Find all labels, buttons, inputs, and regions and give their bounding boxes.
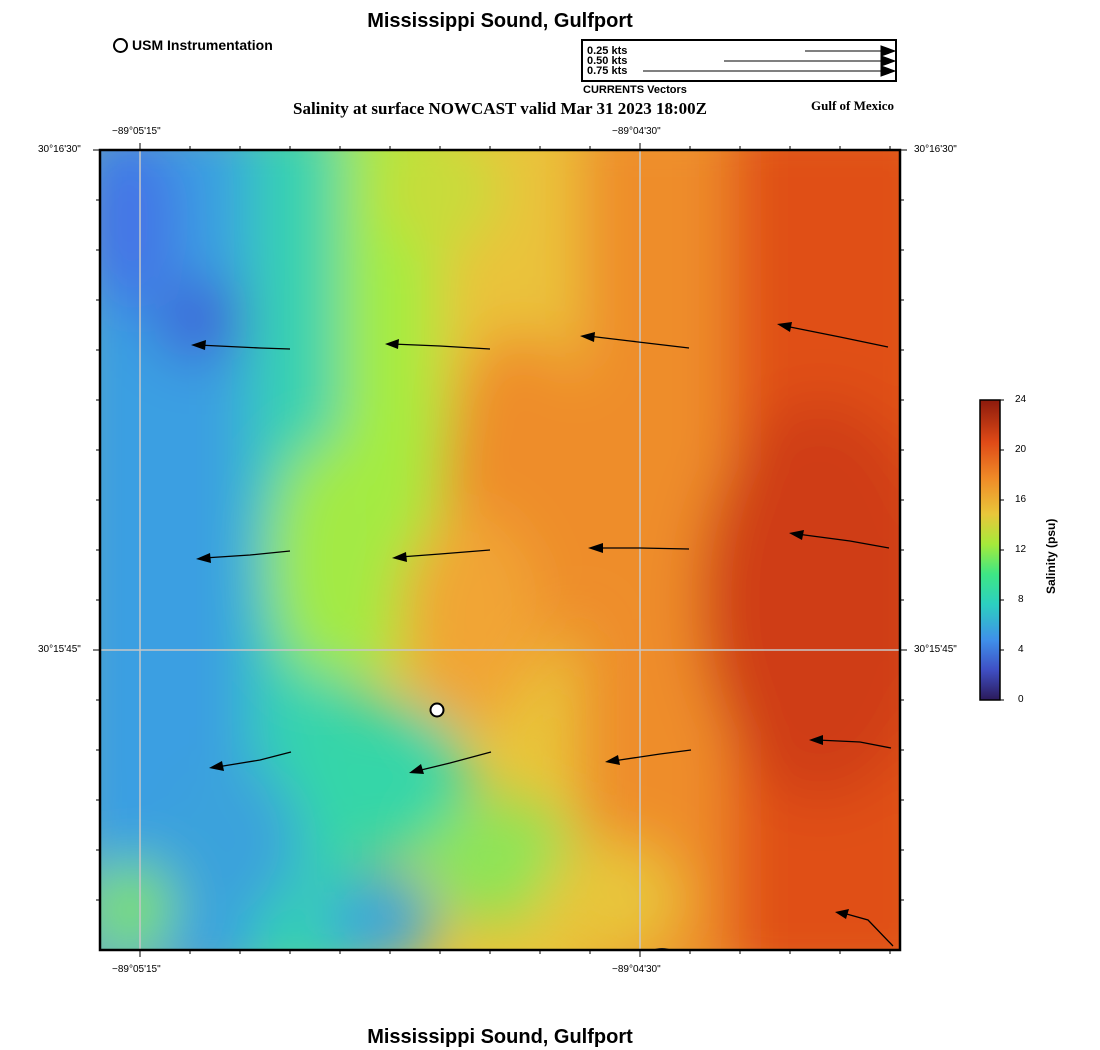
current-vector	[203, 550, 291, 559]
lon-label-top-2: −89°04'30"	[612, 126, 661, 137]
current-vector-heads	[191, 322, 849, 919]
current-vector	[416, 751, 492, 772]
current-vector	[612, 749, 692, 762]
current-vector	[587, 335, 690, 349]
lon-label-top-1: −89°05'15"	[112, 126, 161, 137]
colorbar-tick-8: 8	[1018, 594, 1024, 605]
current-vector	[784, 325, 889, 348]
vector-scale-arrows	[643, 45, 895, 77]
current-vector-head	[209, 761, 224, 771]
colorbar-tick-4: 4	[1018, 644, 1024, 655]
vector-scale-label-3: 0.75 kts	[587, 65, 628, 77]
current-vector-head	[191, 340, 206, 350]
current-vector	[197, 344, 291, 350]
colorbar-tick-24: 24	[1015, 394, 1027, 405]
current-vector-head	[580, 332, 595, 342]
graticule	[100, 150, 900, 950]
vector-scale-arrowhead-2	[880, 55, 895, 67]
current-vector-head	[392, 552, 407, 562]
lat-label-left-2: 30°15'45"	[38, 644, 81, 655]
colorbar-title: Salinity (psu)	[1044, 518, 1058, 594]
map-title: Mississippi Sound, Gulfport	[367, 10, 633, 32]
current-vector	[842, 912, 894, 947]
current-vector	[816, 739, 892, 749]
colorbar-tick-12: 12	[1015, 544, 1027, 555]
lat-label-right-2: 30°15'45"	[914, 644, 957, 655]
current-vector	[399, 549, 491, 558]
colorbar	[979, 399, 1004, 701]
usm-station-marker[interactable]	[429, 702, 445, 718]
colorbar-gradient	[979, 399, 1001, 701]
current-vector-head	[385, 339, 399, 349]
current-vector	[391, 343, 491, 350]
vector-scale-label-1: 0.25 kts	[587, 45, 628, 57]
current-vector	[216, 751, 292, 768]
lat-label-right-1: 30°16'30"	[914, 144, 957, 155]
current-vector-head	[809, 735, 823, 745]
lon-label-bottom-1: −89°05'15"	[112, 964, 161, 975]
frame-ticks	[93, 143, 907, 957]
current-vector	[596, 547, 690, 550]
vector-scale-arrowhead-1	[880, 45, 895, 57]
colorbar-tick-0: 0	[1018, 694, 1024, 705]
current-vector-head	[777, 322, 792, 332]
lat-label-left-1: 30°16'30"	[38, 144, 81, 155]
instrument-circle-icon	[113, 37, 128, 53]
current-vector-head	[835, 909, 849, 919]
map-subtitle: Salinity at surface NOWCAST valid Mar 31…	[293, 99, 707, 118]
region-label: Gulf of Mexico	[811, 98, 895, 113]
current-vector-head	[196, 553, 211, 563]
salinity-field	[100, 150, 900, 950]
vector-scale-arrowhead-3	[880, 65, 895, 77]
current-vectors	[197, 325, 894, 947]
lon-label-bottom-2: −89°04'30"	[612, 964, 661, 975]
current-vector-head	[588, 543, 603, 553]
map-footer-title: Mississippi Sound, Gulfport	[367, 1026, 633, 1048]
vector-scale-box: 0.25 kts 0.50 kts 0.75 kts	[581, 39, 897, 82]
colorbar-tick-16: 16	[1015, 494, 1027, 505]
vector-caption: CURRENTS Vectors	[583, 84, 687, 96]
vector-scale-label-2: 0.50 kts	[587, 55, 628, 67]
instrument-legend-label: USM Instrumentation	[132, 37, 273, 53]
current-vector-head	[789, 530, 804, 540]
current-vector-head	[605, 755, 620, 765]
current-vector	[796, 533, 890, 549]
colorbar-tick-20: 20	[1015, 444, 1027, 455]
current-vector-head	[409, 764, 424, 774]
instrument-legend: USM Instrumentation	[113, 37, 273, 53]
